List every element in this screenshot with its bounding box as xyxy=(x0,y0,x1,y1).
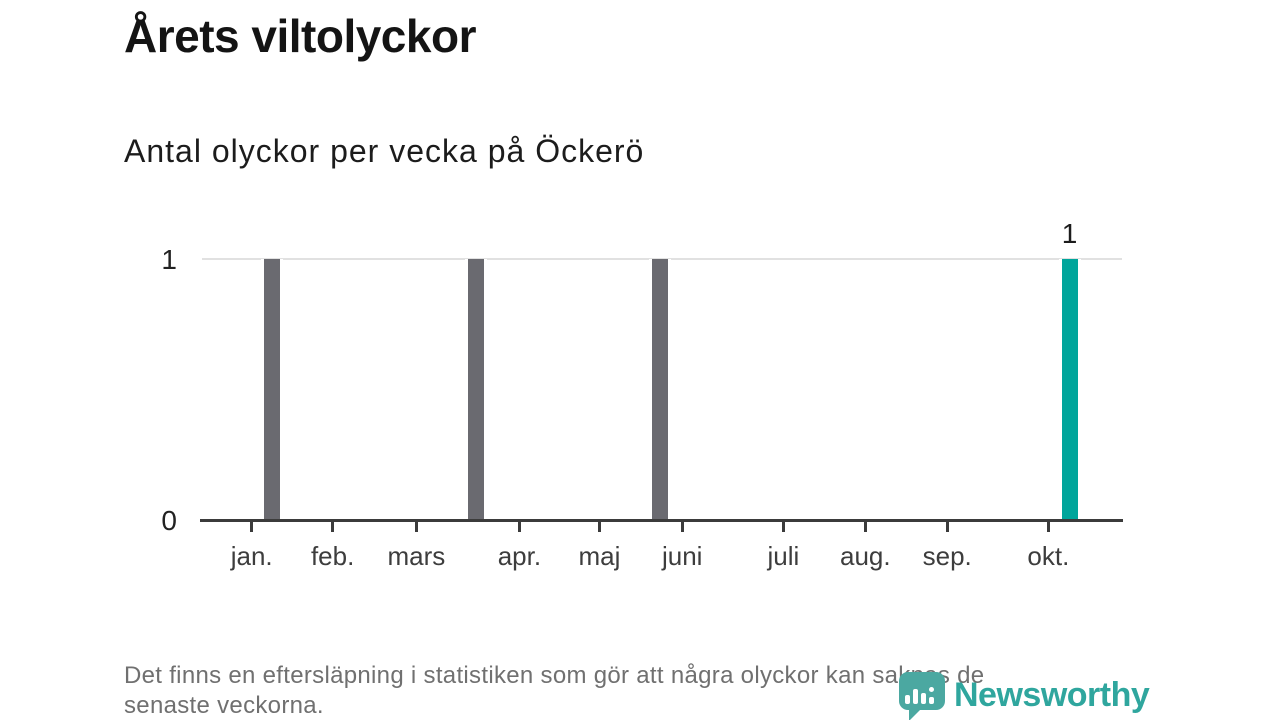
x-axis-labels: jan. feb. mars apr. maj juni juli aug. sep. okt. xyxy=(202,541,1122,575)
x-axis-tick xyxy=(781,522,785,532)
x-axis-tick xyxy=(414,522,418,532)
x-axis-line xyxy=(200,519,1123,522)
bar xyxy=(260,259,283,519)
plot-area: 1 xyxy=(202,218,1122,519)
x-axis-tick xyxy=(945,522,949,532)
bar-highlighted: 1 xyxy=(1058,218,1081,519)
x-axis-tick xyxy=(597,522,601,532)
x-axis-tick xyxy=(1046,522,1050,532)
x-axis-tick xyxy=(250,522,254,532)
x-axis-month-label: juni xyxy=(661,541,703,571)
bar xyxy=(465,259,488,519)
x-axis-month-label: okt. xyxy=(1027,541,1070,571)
x-axis-month-label: juli xyxy=(767,541,800,571)
logo-tail xyxy=(909,708,922,720)
x-axis-month-label: apr. xyxy=(497,541,542,571)
x-axis-tick xyxy=(863,522,867,532)
newsworthy-logo-icon xyxy=(899,672,945,710)
y-axis-tick-label-0: 0 xyxy=(161,505,177,536)
bar-value-label: 1 xyxy=(1061,218,1078,249)
footnote-line-2: senaste veckorna. xyxy=(124,692,324,719)
x-axis-tick xyxy=(517,522,521,532)
x-axis-tick xyxy=(331,522,335,532)
y-axis-tick-label-1: 1 xyxy=(161,244,177,275)
x-axis-tick xyxy=(680,522,684,532)
exclamation-icon xyxy=(929,687,934,704)
x-axis-month-label: jan. xyxy=(230,541,273,571)
bar-chart-icon xyxy=(905,678,941,704)
newsworthy-logo: Newsworthy xyxy=(899,672,1159,720)
x-axis-month-label: mars xyxy=(387,541,446,571)
bar xyxy=(649,259,672,519)
page-title: Årets viltolyckor xyxy=(124,10,476,62)
chart-subtitle: Antal olyckor per vecka på Öckerö xyxy=(124,133,645,169)
x-axis-month-label: sep. xyxy=(922,541,972,571)
x-axis-month-label: maj xyxy=(578,541,621,571)
x-axis-ticks xyxy=(202,522,1122,532)
footnote-line-1: Det finns en eftersläpning i statistiken… xyxy=(124,662,985,689)
newsworthy-wordmark: Newsworthy xyxy=(954,676,1150,714)
x-axis-month-label: feb. xyxy=(310,541,355,571)
footnote: Det finns en eftersläpning i statistiken… xyxy=(124,661,984,720)
x-axis-month-label: aug. xyxy=(840,541,891,571)
